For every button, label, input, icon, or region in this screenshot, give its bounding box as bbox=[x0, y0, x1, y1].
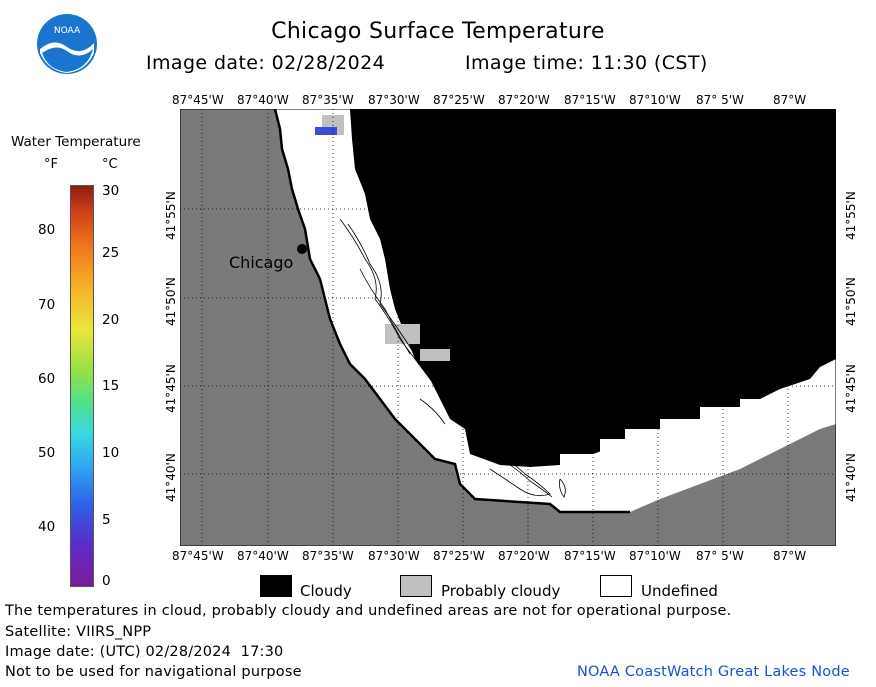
lon-bottom-9: 87°W bbox=[773, 549, 807, 563]
colorbar-title: Water Temperature bbox=[11, 134, 141, 150]
image-time: Image time: 11:30 (CST) bbox=[465, 52, 708, 74]
lon-top-8: 87° 5'W bbox=[696, 93, 744, 107]
lat-left-1: 41°50'N bbox=[164, 277, 178, 326]
legend-label-cloudy: Cloudy bbox=[300, 582, 352, 600]
lon-top-9: 87°W bbox=[773, 93, 807, 107]
f-tick-80: 80 bbox=[38, 222, 56, 238]
legend-swatch-cloudy bbox=[260, 575, 292, 597]
lon-top-0: 87°45'W bbox=[172, 93, 224, 107]
f-tick-60: 60 bbox=[38, 371, 56, 387]
lon-top-6: 87°15'W bbox=[564, 93, 616, 107]
lon-top-1: 87°40'W bbox=[237, 93, 289, 107]
c-tick-20: 20 bbox=[102, 312, 120, 328]
utc-date-text: Image date: (UTC) 02/28/2024 17:30 bbox=[5, 644, 284, 660]
lon-bottom-1: 87°40'W bbox=[237, 549, 289, 563]
f-tick-40: 40 bbox=[38, 519, 56, 535]
navigation-warning: Not to be used for navigational purpose bbox=[5, 664, 302, 680]
lon-bottom-8: 87° 5'W bbox=[696, 549, 744, 563]
lat-right-3: 41°40'N bbox=[844, 453, 858, 502]
c-tick-15: 15 bbox=[102, 378, 120, 394]
legend-swatch-probably-cloudy bbox=[400, 575, 432, 597]
noaa-logo: NOAA bbox=[36, 13, 98, 75]
temperature-map bbox=[180, 109, 836, 546]
svg-text:NOAA: NOAA bbox=[54, 26, 81, 36]
lon-top-3: 87°30'W bbox=[368, 93, 420, 107]
lon-bottom-5: 87°20'W bbox=[498, 549, 550, 563]
lon-bottom-4: 87°25'W bbox=[433, 549, 485, 563]
page-title: Chicago Surface Temperature bbox=[271, 19, 605, 44]
lat-right-1: 41°50'N bbox=[844, 277, 858, 326]
c-tick-25: 25 bbox=[102, 245, 120, 261]
city-label-chicago: Chicago bbox=[229, 253, 294, 272]
legend-label-probably-cloudy: Probably cloudy bbox=[441, 582, 561, 600]
colorbar bbox=[70, 185, 94, 587]
disclaimer-text: The temperatures in cloud, probably clou… bbox=[5, 603, 732, 619]
lon-bottom-3: 87°30'W bbox=[368, 549, 420, 563]
f-tick-50: 50 bbox=[38, 445, 56, 461]
c-tick-10: 10 bbox=[102, 445, 120, 461]
lon-bottom-7: 87°10'W bbox=[629, 549, 681, 563]
lat-left-2: 41°45'N bbox=[164, 364, 178, 413]
lat-right-0: 41°55'N bbox=[844, 191, 858, 240]
lon-bottom-2: 87°35'W bbox=[302, 549, 354, 563]
lon-top-4: 87°25'W bbox=[433, 93, 485, 107]
lat-left-0: 41°55'N bbox=[164, 191, 178, 240]
c-tick-30: 30 bbox=[102, 183, 120, 199]
credit-text: NOAA CoastWatch Great Lakes Node bbox=[577, 664, 850, 680]
f-tick-70: 70 bbox=[38, 297, 56, 313]
lon-top-5: 87°20'W bbox=[498, 93, 550, 107]
legend-label-undefined: Undefined bbox=[641, 582, 718, 600]
land-region bbox=[180, 109, 836, 546]
colorbar-unit-c: °C bbox=[102, 157, 118, 172]
legend-swatch-undefined bbox=[600, 575, 632, 597]
c-tick-5: 5 bbox=[102, 512, 111, 528]
lon-top-7: 87°10'W bbox=[629, 93, 681, 107]
image-date: Image date: 02/28/2024 bbox=[146, 52, 386, 74]
lat-left-3: 41°40'N bbox=[164, 453, 178, 502]
colorbar-unit-f: °F bbox=[44, 157, 58, 172]
chicago-marker bbox=[297, 244, 307, 254]
c-tick-0: 0 bbox=[102, 573, 111, 589]
lon-bottom-6: 87°15'W bbox=[564, 549, 616, 563]
lon-bottom-0: 87°45'W bbox=[172, 549, 224, 563]
lat-right-2: 41°45'N bbox=[844, 364, 858, 413]
cloudy-region bbox=[350, 109, 836, 467]
lon-top-2: 87°35'W bbox=[302, 93, 354, 107]
satellite-text: Satellite: VIIRS_NPP bbox=[5, 624, 152, 640]
water-cold-patch bbox=[315, 127, 337, 135]
